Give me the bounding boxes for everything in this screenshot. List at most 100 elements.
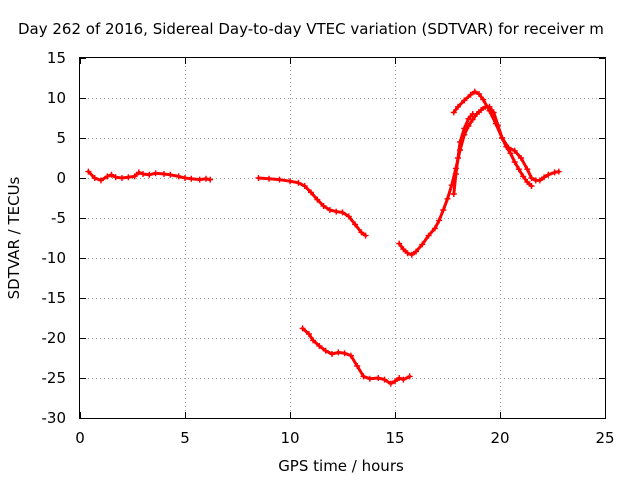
data-point-marker	[520, 173, 527, 180]
data-point-marker	[287, 178, 293, 185]
data-point-marker	[536, 177, 543, 184]
data-point-marker	[381, 376, 388, 383]
data-point-marker	[480, 96, 487, 103]
y-tick-label: -25	[42, 369, 67, 387]
data-point-marker	[461, 125, 468, 132]
data-point-marker	[518, 155, 524, 161]
data-point-marker	[469, 111, 476, 117]
data-point-marker	[326, 207, 333, 213]
series-arc-3	[301, 326, 412, 386]
data-point-marker	[461, 97, 468, 104]
y-tick-label: 5	[56, 129, 66, 147]
data-point-marker	[341, 350, 348, 357]
data-point-marker	[396, 240, 403, 247]
data-point-marker	[440, 207, 447, 213]
y-tick-label: -5	[51, 209, 66, 227]
data-point-marker	[511, 147, 518, 154]
y-tick-label: 0	[56, 169, 66, 187]
data-point-marker	[98, 177, 104, 184]
data-point-marker	[431, 225, 438, 232]
data-point-marker	[471, 88, 478, 95]
axis-ticks: 0 5 10 15 20 25 15 10 5 0 -5 -10 -15 -20 -25 -30	[42, 49, 615, 447]
data-point-marker	[175, 173, 182, 180]
data-point-marker	[499, 135, 506, 141]
data-point-marker	[345, 213, 352, 220]
data-point-marker	[135, 169, 142, 176]
data-point-marker	[392, 378, 398, 385]
series-arc-6	[452, 90, 561, 182]
data-point-marker	[467, 91, 474, 98]
data-point-marker	[266, 175, 272, 182]
data-point-marker	[425, 232, 432, 239]
data-point-marker	[329, 351, 335, 357]
data-point-marker	[316, 343, 323, 349]
data-point-marker	[478, 107, 485, 113]
x-tick-label: 5	[180, 429, 190, 447]
data-point-marker	[419, 241, 426, 248]
data-point-marker	[507, 150, 514, 157]
data-point-marker	[347, 352, 354, 359]
data-point-marker	[167, 171, 174, 178]
data-point-marker	[358, 229, 365, 236]
data-point-marker	[505, 144, 512, 151]
data-point-marker	[486, 107, 493, 114]
plot-frame	[79, 57, 606, 419]
data-point-marker	[413, 248, 419, 255]
x-tick-label: 25	[595, 429, 614, 447]
x-tick-label: 0	[75, 429, 85, 447]
data-point-marker	[301, 183, 308, 189]
data-point-marker	[492, 120, 499, 127]
data-point-marker	[104, 173, 111, 180]
data-point-marker	[91, 175, 98, 181]
data-series	[85, 88, 562, 387]
data-point-marker	[436, 217, 443, 224]
data-point-marker	[360, 373, 367, 380]
data-point-marker	[541, 174, 548, 181]
y-axis-label: SDTVAR / TECUs	[5, 176, 23, 299]
data-point-marker	[387, 380, 394, 387]
y-tick-label: -10	[42, 249, 67, 267]
data-point-marker	[152, 170, 159, 177]
data-point-marker	[465, 115, 472, 122]
data-point-marker	[188, 175, 195, 182]
data-point-marker	[203, 175, 209, 182]
data-point-marker	[524, 166, 531, 173]
data-point-marker	[400, 376, 407, 383]
series-arc-2	[257, 176, 368, 238]
data-point-marker	[255, 175, 262, 181]
data-point-marker	[524, 179, 531, 185]
data-point-marker	[450, 191, 457, 197]
data-point-marker	[476, 91, 482, 97]
data-point-marker	[196, 176, 203, 183]
data-point-marker	[108, 171, 115, 178]
data-point-marker	[515, 166, 522, 173]
data-point-marker	[119, 175, 125, 181]
data-point-marker	[375, 375, 382, 381]
data-point-marker	[85, 168, 92, 175]
data-point-marker	[455, 155, 461, 161]
y-tick-label: -30	[42, 409, 67, 427]
data-point-marker	[457, 139, 464, 145]
data-point-marker	[305, 331, 312, 337]
x-tick-label: 20	[490, 429, 509, 447]
data-point-marker	[335, 349, 342, 356]
data-point-marker	[408, 251, 415, 258]
data-point-marker	[146, 171, 153, 178]
data-point-marker	[112, 174, 119, 181]
data-point-marker	[450, 109, 457, 116]
data-point-marker	[406, 373, 413, 380]
data-point-marker	[333, 208, 340, 215]
data-point-marker	[295, 179, 302, 186]
data-point-marker	[131, 173, 138, 180]
x-axis-label: GPS time / hours	[278, 457, 404, 475]
data-point-marker	[125, 174, 132, 181]
data-point-marker	[404, 250, 411, 257]
data-point-marker	[322, 347, 329, 354]
data-point-marker	[299, 325, 306, 332]
data-point-marker	[366, 375, 373, 382]
data-point-marker	[528, 175, 535, 181]
data-point-marker	[362, 232, 369, 239]
y-tick-label: 10	[47, 89, 66, 107]
data-point-marker	[511, 159, 518, 165]
